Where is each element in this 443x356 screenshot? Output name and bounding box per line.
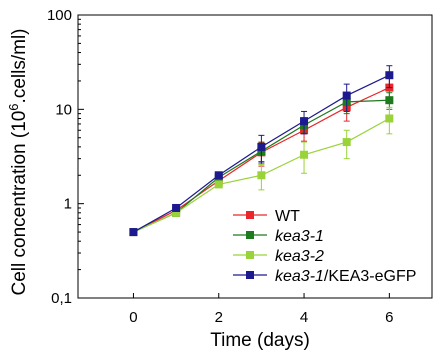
data-point xyxy=(214,180,223,189)
legend-item-kea3-1/KEA3-eGFP: kea3-1/KEA3-eGFP xyxy=(233,268,416,285)
y-tick-label-100: 100 xyxy=(47,7,72,24)
legend-label: WT xyxy=(275,208,300,225)
data-point xyxy=(300,117,309,126)
legend-marker xyxy=(246,271,254,279)
x-tick-label-4: 4 xyxy=(300,309,308,326)
data-point xyxy=(214,171,223,180)
y-tick-label-1: 1 xyxy=(64,196,72,213)
legend-item-kea3-1: kea3-1 xyxy=(233,228,324,245)
legend-label-part: /KEA3-eGFP xyxy=(324,268,416,285)
y-tick-label-0,1: 0,1 xyxy=(51,290,72,307)
y-axis-label-prefix: Cell concentration (10 xyxy=(9,111,30,296)
data-point xyxy=(342,91,351,100)
legend-label-part: WT xyxy=(275,208,300,225)
legend-marker xyxy=(246,251,254,259)
y-axis-label-suffix: .cells/ml) xyxy=(9,28,30,103)
data-point xyxy=(300,150,309,159)
data-point xyxy=(385,71,394,80)
legend-label: kea3-1/KEA3-eGFP xyxy=(275,268,416,285)
legend-label: kea3-1 xyxy=(275,228,324,245)
legend-item-WT: WT xyxy=(233,208,300,225)
legend: WT kea3-1 kea3-2 kea3-1/KEA3-eGFP xyxy=(233,208,416,285)
series-kea3-1/KEA3-eGFP xyxy=(129,65,394,237)
series-kea3-2 xyxy=(129,106,394,237)
data-point xyxy=(385,96,394,105)
legend-label-part: kea3-1 xyxy=(275,268,324,285)
data-point xyxy=(172,208,181,217)
legend-marker xyxy=(246,231,254,239)
x-tick-label-6: 6 xyxy=(385,309,393,326)
data-point xyxy=(257,142,266,151)
legend-item-kea3-2: kea3-2 xyxy=(233,248,324,265)
series-layer xyxy=(129,65,394,237)
y-axis-label: Cell concentration (106.cells/ml) xyxy=(6,28,30,295)
legend-label-part: kea3-2 xyxy=(275,248,324,265)
data-point xyxy=(257,171,266,180)
legend-label: kea3-2 xyxy=(275,248,324,265)
y-axis-label-superscript: 6 xyxy=(6,103,21,110)
data-point xyxy=(342,138,351,147)
x-tick-label-2: 2 xyxy=(215,309,223,326)
data-point xyxy=(129,228,138,237)
x-tick-label-0: 0 xyxy=(129,309,137,326)
x-axis-label: Time (days) xyxy=(210,330,310,351)
data-point xyxy=(385,114,394,123)
plot-frame xyxy=(77,14,433,299)
legend-marker xyxy=(246,211,254,219)
axis-labels: Time (days) Cell concentration (106.cell… xyxy=(6,28,310,351)
axes: 0 2 4 6 0,1 1 10 100 xyxy=(47,7,433,326)
legend-label-part: kea3-1 xyxy=(275,228,324,245)
data-point xyxy=(172,203,181,212)
y-tick-label-10: 10 xyxy=(55,101,72,118)
